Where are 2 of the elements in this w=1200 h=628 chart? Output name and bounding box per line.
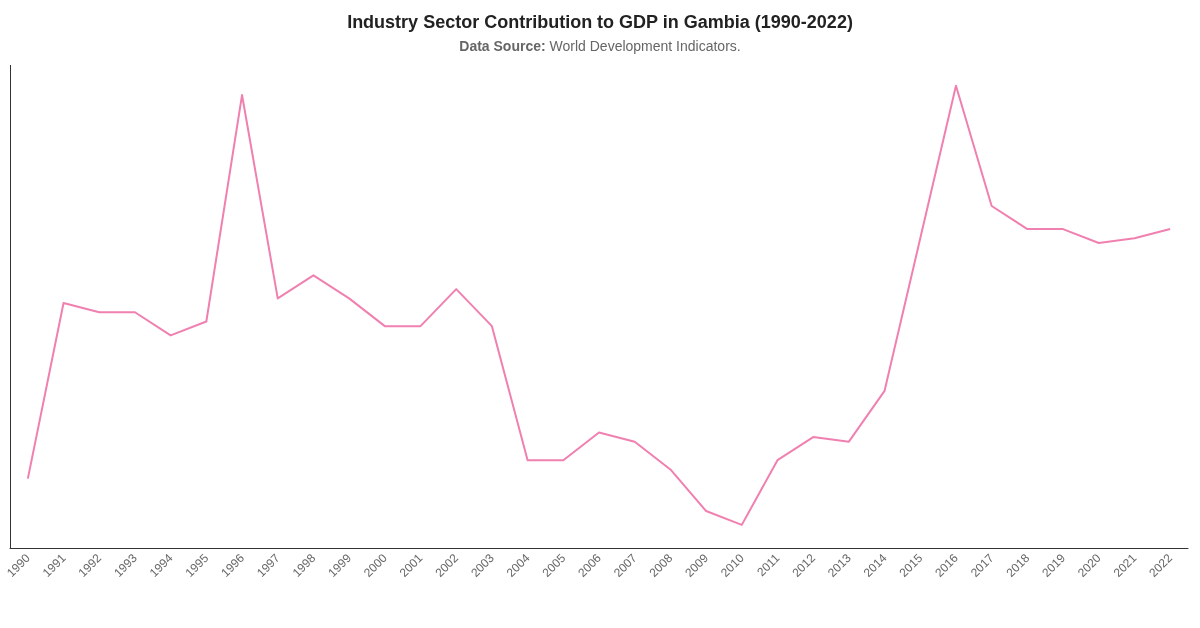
chart-subtitle: Data Source: World Development Indicators.: [459, 38, 741, 54]
chart-title: Industry Sector Contribution to GDP in Gambia (1990-2022): [347, 12, 853, 32]
